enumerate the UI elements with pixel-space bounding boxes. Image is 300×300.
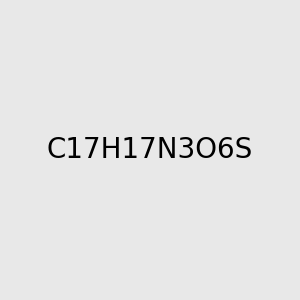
Text: C17H17N3O6S: C17H17N3O6S bbox=[47, 136, 253, 164]
